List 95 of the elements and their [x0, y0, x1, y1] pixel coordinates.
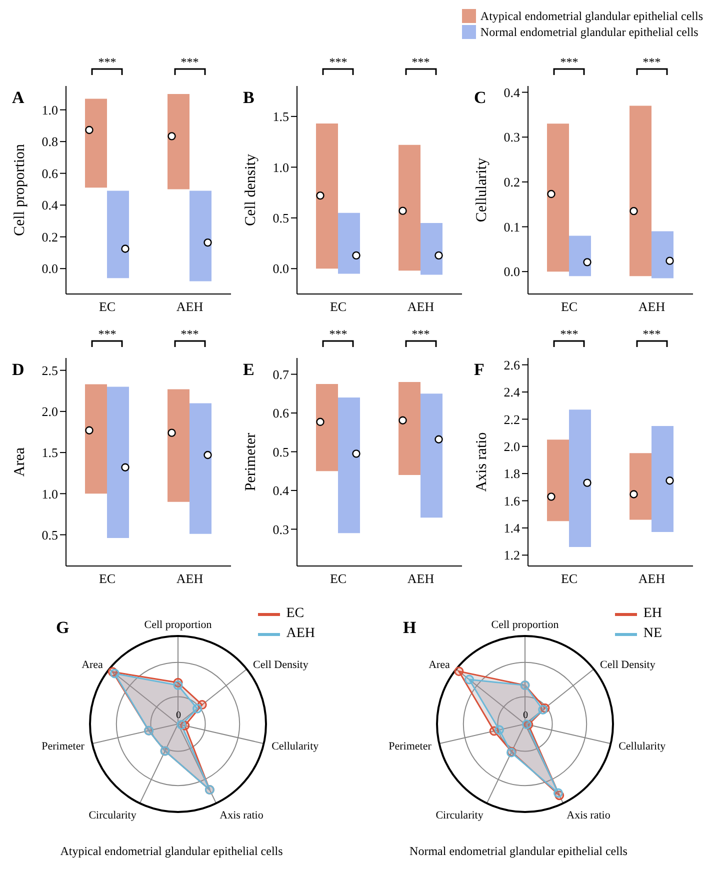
y-tick-label: 0.2 — [504, 174, 520, 190]
text: *** — [97, 327, 118, 341]
y-tick-label: 0.6 — [42, 166, 58, 181]
text: Atypical endometrial glandular epithelial cells — [59, 844, 284, 859]
chart-title: F — [474, 360, 484, 380]
y-tick-label: 0.5 — [42, 527, 58, 542]
spoke-label: Area — [82, 659, 104, 672]
y-tick-label: 0.4 — [42, 198, 58, 213]
y-tick-label: 1.0 — [272, 160, 289, 175]
x-tick-label: AEH — [638, 571, 666, 586]
x-tick-label: EC — [330, 571, 347, 586]
chart-title: A — [12, 88, 24, 108]
spoke-label: Cell proportion — [144, 619, 212, 631]
y-tick-label: 1.2 — [504, 548, 520, 563]
spoke-label: Cell Density — [253, 659, 309, 672]
text: EH — [642, 605, 662, 623]
y-axis-title: Cell proportion — [11, 142, 29, 238]
x-tick-label: EC — [560, 299, 578, 314]
legend-label: Atypical endometrial glandular epithelial cells — [479, 8, 703, 24]
text: *** — [559, 55, 580, 69]
spoke-label: Area — [428, 659, 450, 672]
text: *** — [180, 327, 200, 341]
y-axis-title: Cell density — [242, 152, 260, 228]
x-tick-label: EC — [330, 299, 347, 314]
legend-label: Normal endometrial glandular epithelial cells — [479, 24, 700, 40]
y-tick-label: 0.5 — [272, 444, 289, 460]
spoke-label: Cellularity — [618, 740, 666, 752]
text: *** — [328, 327, 348, 341]
spoke-label: Axis ratio — [220, 809, 264, 822]
text: *** — [328, 55, 348, 69]
spoke-label: Perimeter — [42, 740, 85, 752]
text: 0 — [523, 710, 528, 721]
y-tick-label: 2.5 — [42, 362, 58, 378]
y-tick-label: 0.4 — [504, 84, 520, 100]
y-tick-label: 0.5 — [272, 210, 289, 226]
text: Normal endometrial glandular epithelial cells — [408, 844, 628, 859]
chart-title: E — [243, 360, 254, 380]
y-tick-label: 0.1 — [504, 219, 520, 234]
y-tick-label: 1.0 — [42, 486, 58, 502]
y-tick-label: 2.4 — [504, 384, 520, 400]
text: *** — [642, 55, 662, 69]
text: EC — [285, 605, 306, 623]
text: *** — [97, 55, 118, 69]
spoke-label: Circularity — [88, 809, 137, 822]
y-tick-label: 1.5 — [42, 445, 58, 460]
x-tick-label: EC — [98, 299, 116, 314]
y-axis-title: Area — [11, 446, 29, 479]
text: AEH — [285, 625, 315, 643]
text: *** — [410, 55, 431, 69]
text: NE — [642, 625, 662, 643]
y-tick-label: 2.0 — [504, 438, 520, 454]
y-tick-label: 0.4 — [272, 483, 290, 498]
chart-title: B — [243, 88, 254, 108]
x-tick-label: EC — [560, 571, 578, 586]
spoke-label: Axis ratio — [566, 809, 611, 822]
y-tick-label: 0.6 — [272, 406, 290, 421]
y-tick-label: 0.0 — [504, 264, 520, 280]
y-tick-label: 0.0 — [42, 261, 58, 276]
y-tick-label: 0.2 — [42, 229, 58, 244]
y-axis-title: Cellularity — [473, 156, 491, 224]
y-tick-label: 2.2 — [504, 412, 520, 427]
y-tick-label: 1.5 — [272, 109, 289, 124]
y-tick-label: 1.6 — [504, 493, 520, 508]
y-axis-title: Perimeter — [242, 432, 260, 494]
text: *** — [180, 55, 200, 69]
x-tick-label: AEH — [407, 571, 434, 586]
spoke-label: Perimeter — [388, 740, 432, 752]
spoke-label: Circularity — [436, 809, 484, 822]
y-tick-label: 0.3 — [504, 130, 520, 145]
spoke-label: Cellularity — [272, 740, 320, 752]
chart-title: D — [12, 360, 24, 380]
y-tick-label: 1.8 — [504, 466, 520, 482]
chart-title: C — [474, 88, 486, 108]
x-tick-label: AEH — [407, 299, 434, 314]
x-tick-label: AEH — [638, 299, 666, 314]
y-axis-title: Axis ratio — [473, 431, 491, 494]
text: *** — [559, 327, 580, 341]
text: 0 — [176, 710, 181, 721]
x-tick-label: AEH — [176, 299, 204, 314]
text: H — [403, 618, 416, 638]
text: G — [56, 618, 70, 638]
y-tick-label: 2.0 — [42, 404, 58, 420]
spoke-label: Cell proportion — [491, 619, 560, 631]
x-tick-label: AEH — [176, 571, 204, 586]
y-tick-label: 0.7 — [272, 366, 290, 382]
spoke-label: Cell Density — [600, 659, 656, 672]
text: *** — [410, 327, 431, 341]
y-tick-label: 0.0 — [272, 261, 289, 276]
y-tick-label: 0.3 — [272, 522, 289, 537]
y-tick-label: 2.6 — [504, 357, 520, 372]
y-tick-label: 0.8 — [42, 134, 58, 150]
y-tick-label: 1.0 — [42, 102, 58, 118]
text: *** — [642, 327, 662, 341]
y-tick-label: 1.4 — [504, 520, 520, 536]
x-tick-label: EC — [98, 571, 116, 586]
